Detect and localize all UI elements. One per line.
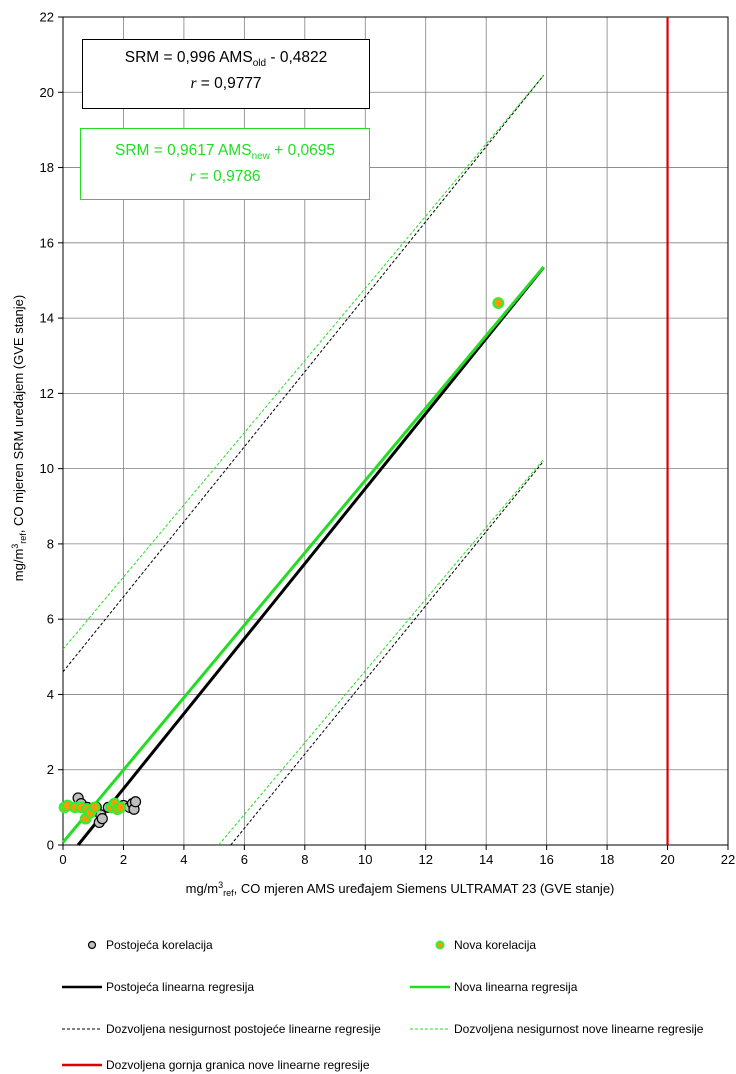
x-tick-label: 16 [539, 852, 553, 867]
new-correlation-coefficient: r = 0,9786 [189, 168, 261, 186]
x-axis-title: mg/m3ref, CO mjeren AMS uređajem Siemens… [186, 880, 615, 898]
plot-border [62, 16, 729, 846]
series-lines [61, 17, 669, 846]
new-correlation-point [88, 801, 101, 814]
regression-line-3 [61, 265, 545, 844]
legend-item-new-correlation: Nova korelacija [410, 938, 536, 952]
existing-correlation-point [129, 796, 142, 808]
legend-item-new-uncertainty: Dozvoljena nesigurnost nove linearne reg… [410, 1022, 703, 1036]
y-tick-label: 4 [47, 687, 54, 702]
y-tick-label: 6 [47, 612, 54, 627]
x-tick-labels: 0 2 4 6 8 10 12 14 16 18 20 22 [59, 852, 735, 867]
legend-symbol-new-correlation [435, 940, 445, 950]
uncertainty-line-lower-4 [230, 460, 545, 846]
y-tick-label: 2 [47, 762, 54, 777]
y-tick-label: 10 [40, 461, 54, 476]
y-tick-label: 12 [40, 386, 54, 401]
legend-item-existing-correlation: Postojeća korelacija [62, 938, 213, 952]
legend-symbol-upper-limit [62, 1063, 102, 1067]
x-tick-label: 6 [241, 852, 248, 867]
new-regression-equation: SRM = 0,9617 AMSnew + 0,0695 [115, 142, 335, 163]
x-tick-label: 18 [600, 852, 614, 867]
x-tick-label: 0 [59, 852, 66, 867]
series-points [58, 297, 505, 829]
uncertainty-line-lower-5 [218, 458, 544, 846]
old-regression-equation-box: SRM = 0,996 AMSold - 0,4822 r = 0,9777 [82, 39, 370, 109]
chart-svg: 0 2 4 6 8 10 12 14 16 18 20 22 0246810121416182022 … [10, 10, 735, 899]
x-tick-label: 4 [180, 852, 187, 867]
legend-symbol-new-regression [410, 985, 450, 989]
x-tick-label: 8 [301, 852, 308, 867]
existing-correlation-point [96, 813, 108, 825]
x-tick-label: 20 [660, 852, 674, 867]
new-correlation-point [492, 297, 505, 309]
legend-symbol-existing-uncertainty [62, 1028, 102, 1030]
y-tick-label: 22 [40, 10, 54, 25]
y-tick-label: 16 [40, 235, 54, 250]
legend-item-existing-uncertainty: Dozvoljena nesigurnost postojeće linearn… [62, 1022, 381, 1036]
y-tick-label: 8 [47, 536, 54, 551]
legend-symbol-existing-regression [62, 985, 102, 989]
x-tick-label: 2 [120, 852, 127, 867]
old-regression-equation: SRM = 0,996 AMSold - 0,4822 [124, 49, 328, 70]
regression-line-2 [76, 266, 545, 846]
legend-item-existing-regression: Postojeća linearna regresija [62, 980, 254, 994]
new-correlation-point [114, 801, 127, 814]
x-tick-label: 12 [418, 852, 432, 867]
y-tick-label: 14 [40, 311, 54, 326]
x-tick-label: 10 [358, 852, 372, 867]
y-tick-label: 18 [40, 160, 54, 175]
new-regression-equation-box: SRM = 0,9617 AMSnew + 0,0695 r = 0,9786 [80, 128, 370, 200]
x-tick-label: 14 [479, 852, 493, 867]
y-tick-label: 0 [47, 838, 54, 853]
legend-symbol-existing-correlation [87, 940, 97, 950]
uncertainty-line-upper-4 [62, 75, 545, 673]
y-tick-label: 20 [40, 85, 54, 100]
x-tick-label: 22 [721, 852, 735, 867]
y-tick-labels: 0 2 4 6 8 10 12 14 16 18 20 22 [40, 10, 54, 853]
legend-item-new-regression: Nova linearna regresija [410, 980, 577, 994]
legend-symbol-new-uncertainty [410, 1028, 450, 1030]
legend-item-upper-limit: Dozvoljena gornja granica nove linearne … [62, 1058, 370, 1072]
old-correlation-coefficient: r = 0,9777 [190, 75, 262, 93]
y-axis-title: mg/m3ref, CO mjeren SRM uređajem (GVE st… [10, 295, 28, 581]
